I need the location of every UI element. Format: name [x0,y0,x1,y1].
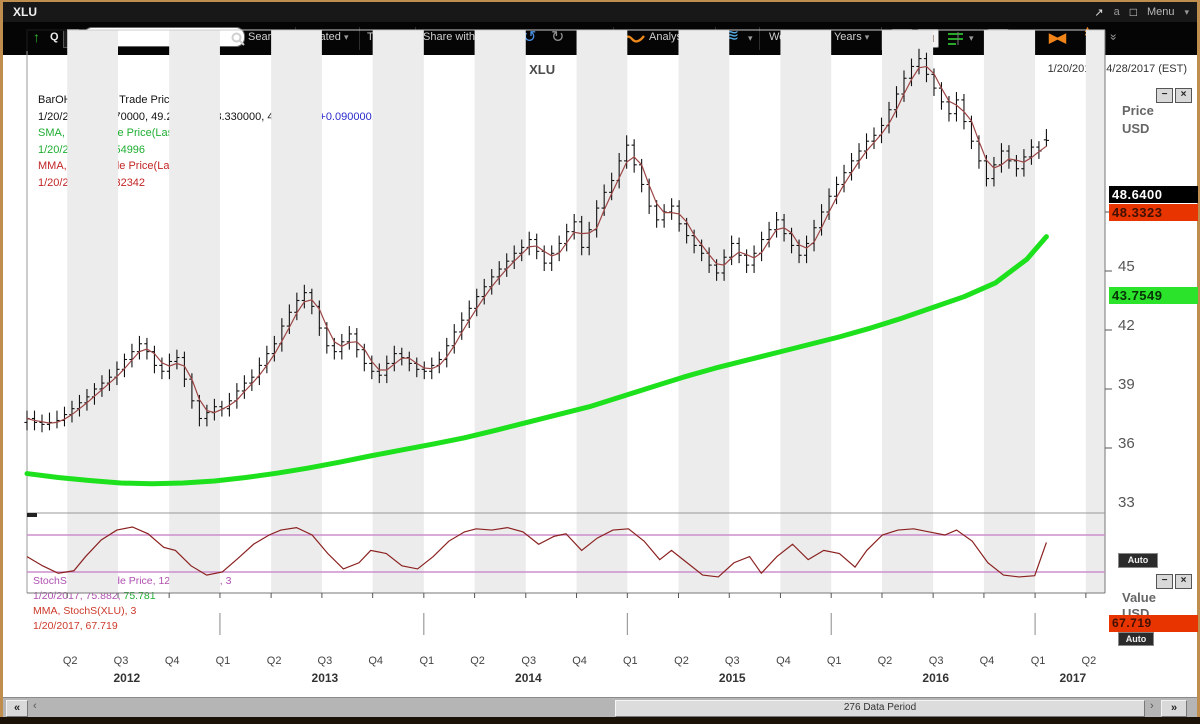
collapse-horizontal-icon[interactable]: ▶◀ [1049,30,1066,45]
menu-button[interactable]: Menu [1146,6,1175,18]
title-bar: XLU ↗ a □ Menu ▾ [3,2,1197,22]
quote-type-label[interactable]: Q [50,31,59,43]
scroll-left-icon[interactable]: ‹ [33,700,37,712]
window-title: XLU [13,5,37,19]
mma-price-badge: 48.3323 [1109,204,1198,221]
scroll-far-left-button[interactable]: « [6,700,28,717]
scroll-far-right-button[interactable]: » [1161,700,1187,717]
redo-icon[interactable]: ↻ [551,29,565,46]
toolbar-separator [759,27,760,50]
maximize-icon[interactable]: □ [1129,5,1137,19]
chart-date-range: 1/20/2012 - 4/28/2017 (EST) [1047,63,1187,75]
date-range-button[interactable]: 5 Years ▾ [825,31,870,43]
close-panel-icon[interactable]: × [1175,574,1192,589]
search-icon[interactable] [231,32,245,46]
minimize-panel-icon[interactable]: − [1156,88,1173,103]
chevron-down-icon[interactable]: ▾ [1184,6,1189,17]
levels-icon[interactable] [947,31,965,46]
popout-icon[interactable]: ↗ [1094,6,1104,19]
scrollbar-thumb-label: 276 Data Period [843,702,917,713]
close-panel-icon[interactable]: × [1175,88,1192,103]
triangle-up-icon: ▲ [1083,24,1092,34]
horizontal-scrollbar[interactable]: « ‹ 276 Data Period › » [3,697,1197,717]
up-arrow-icon[interactable]: ↑ [33,29,40,45]
toolbar-separator [881,27,882,50]
value-axis-label-1: Value [1122,590,1156,605]
value-axis-auto-button[interactable]: Auto [1118,632,1154,646]
stoch-value-badge: 67.719 [1109,615,1198,632]
price-axis-label-2: USD [1122,121,1150,136]
share-button[interactable]: Share with... [423,31,485,43]
legend-line-stoch-mma: MMA, StochS(XLU), 3 [33,605,137,617]
chevron-down-icon: ▾ [343,32,349,42]
minimize-panel-icon[interactable]: − [1156,574,1173,589]
price-axis-label-1: Price [1122,103,1154,118]
chevron-down-icon: ▾ [864,32,870,42]
window-bottom-edge [0,717,1200,724]
sma-price-badge: 43.7549 [1109,287,1198,304]
undo-icon[interactable]: ↺ [523,29,537,46]
scroll-right-icon[interactable]: › [1150,700,1154,712]
toolbar-separator [359,27,360,50]
last-price-badge: 48.6400 [1109,186,1198,203]
letter-a-icon[interactable]: a [1113,6,1120,18]
price-axis-auto-button[interactable]: Auto [1118,553,1158,568]
chevron-down-icon[interactable]: ▾ [969,33,974,43]
scrollbar-thumb[interactable]: 276 Data Period [615,700,1145,717]
chart-canvas [24,29,1112,635]
chevron-down-icon[interactable]: ▾ [748,33,753,43]
legend-line-stoch-mma-value: 1/20/2017, 67.719 [33,620,118,632]
